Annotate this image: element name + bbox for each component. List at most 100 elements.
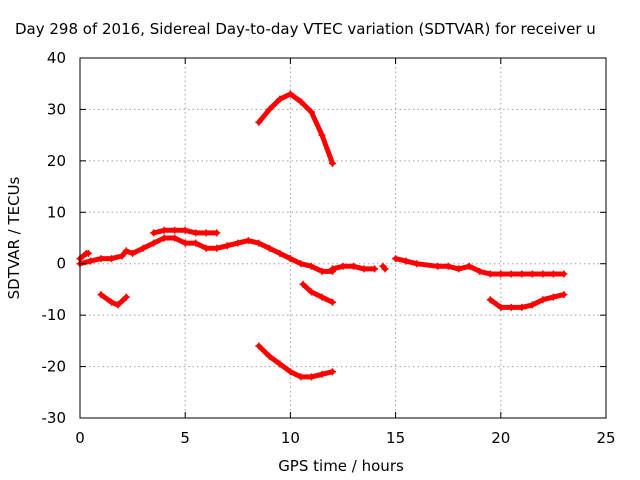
data-point — [328, 159, 336, 167]
data-point — [213, 229, 221, 237]
data-point — [297, 373, 305, 381]
plot-frame — [79, 57, 607, 419]
data-point — [328, 265, 336, 273]
data-point — [202, 244, 210, 252]
data-point — [118, 252, 126, 260]
data-point — [160, 234, 168, 242]
data-point — [318, 293, 326, 301]
data-point — [455, 265, 463, 273]
x-tick-labels: 0 5 10 15 20 25 — [75, 429, 615, 447]
data-point — [150, 229, 158, 237]
data-point — [87, 257, 95, 265]
data-point — [507, 303, 515, 311]
data-point — [497, 303, 505, 311]
data-trace — [98, 292, 129, 308]
data-point — [255, 118, 263, 126]
data-point — [286, 368, 294, 376]
data-point — [360, 265, 368, 273]
data-point — [255, 239, 263, 247]
data-point — [97, 291, 105, 299]
data-point — [486, 270, 494, 278]
y-tick-label: 0 — [56, 255, 66, 273]
data-point — [122, 247, 130, 255]
data-point — [265, 105, 273, 113]
data-point — [181, 226, 189, 234]
data-point — [286, 255, 294, 263]
chart-title: Day 298 of 2016, Sidereal Day-to-day VTE… — [15, 20, 596, 38]
data-point — [299, 280, 307, 288]
data-point — [114, 301, 122, 309]
data-point — [350, 262, 358, 270]
data-point — [371, 265, 379, 273]
data-point — [413, 260, 421, 268]
data-point — [528, 301, 536, 309]
x-tick-label: 5 — [180, 429, 190, 447]
x-axis-title: GPS time / hours — [278, 457, 404, 475]
data-point — [518, 270, 526, 278]
grid — [80, 58, 606, 418]
data-point — [307, 108, 315, 116]
data-point — [244, 237, 252, 245]
data-point — [318, 131, 326, 139]
y-tick-label: -30 — [42, 409, 67, 427]
data-point — [318, 370, 326, 378]
data-point — [150, 239, 158, 247]
data-point — [297, 260, 305, 268]
data-point — [122, 293, 130, 301]
data-trace — [300, 281, 335, 305]
data-point — [507, 270, 515, 278]
y-tick-label: -20 — [42, 358, 67, 376]
data-point — [328, 368, 336, 376]
data-point — [265, 352, 273, 360]
data-point — [549, 270, 557, 278]
data-point — [276, 360, 284, 368]
data-point — [108, 255, 116, 263]
y-tick-labels: -30 -20 -10 0 10 20 30 40 — [42, 49, 67, 427]
data-point — [539, 270, 547, 278]
data-trace — [256, 91, 335, 166]
data-point — [539, 296, 547, 304]
data-point — [276, 249, 284, 257]
data-point — [202, 229, 210, 237]
data-trace — [77, 250, 91, 262]
data-point — [402, 257, 410, 265]
data-point — [560, 291, 568, 299]
data-point — [265, 244, 273, 252]
data-point — [84, 249, 92, 257]
data-point — [181, 239, 189, 247]
y-tick-label: 20 — [47, 152, 66, 170]
data-point — [560, 270, 568, 278]
data-point — [339, 262, 347, 270]
x-tick-label: 0 — [75, 429, 85, 447]
axis-ticks — [79, 57, 607, 419]
x-tick-label: 10 — [281, 429, 300, 447]
data-point — [192, 239, 200, 247]
y-tick-label: -10 — [42, 306, 67, 324]
data-point — [549, 293, 557, 301]
x-tick-label: 20 — [491, 429, 510, 447]
data-point — [434, 262, 442, 270]
data-point — [444, 262, 452, 270]
data-trace — [393, 256, 567, 277]
x-tick-label: 25 — [596, 429, 615, 447]
data-point — [139, 244, 147, 252]
data-point — [518, 303, 526, 311]
y-tick-label: 10 — [47, 203, 66, 221]
data-point — [307, 262, 315, 270]
data-point — [255, 342, 263, 350]
data-point — [307, 288, 315, 296]
data-point — [497, 270, 505, 278]
y-tick-label: 30 — [47, 100, 66, 118]
data-point — [213, 244, 221, 252]
data-point — [171, 226, 179, 234]
data-point — [486, 296, 494, 304]
data-trace — [77, 235, 335, 274]
data-point — [276, 95, 284, 103]
data-point — [465, 262, 473, 270]
data-point — [286, 90, 294, 98]
data-point — [171, 234, 179, 242]
data-point — [528, 270, 536, 278]
data-point — [328, 298, 336, 306]
data-point — [392, 255, 400, 263]
